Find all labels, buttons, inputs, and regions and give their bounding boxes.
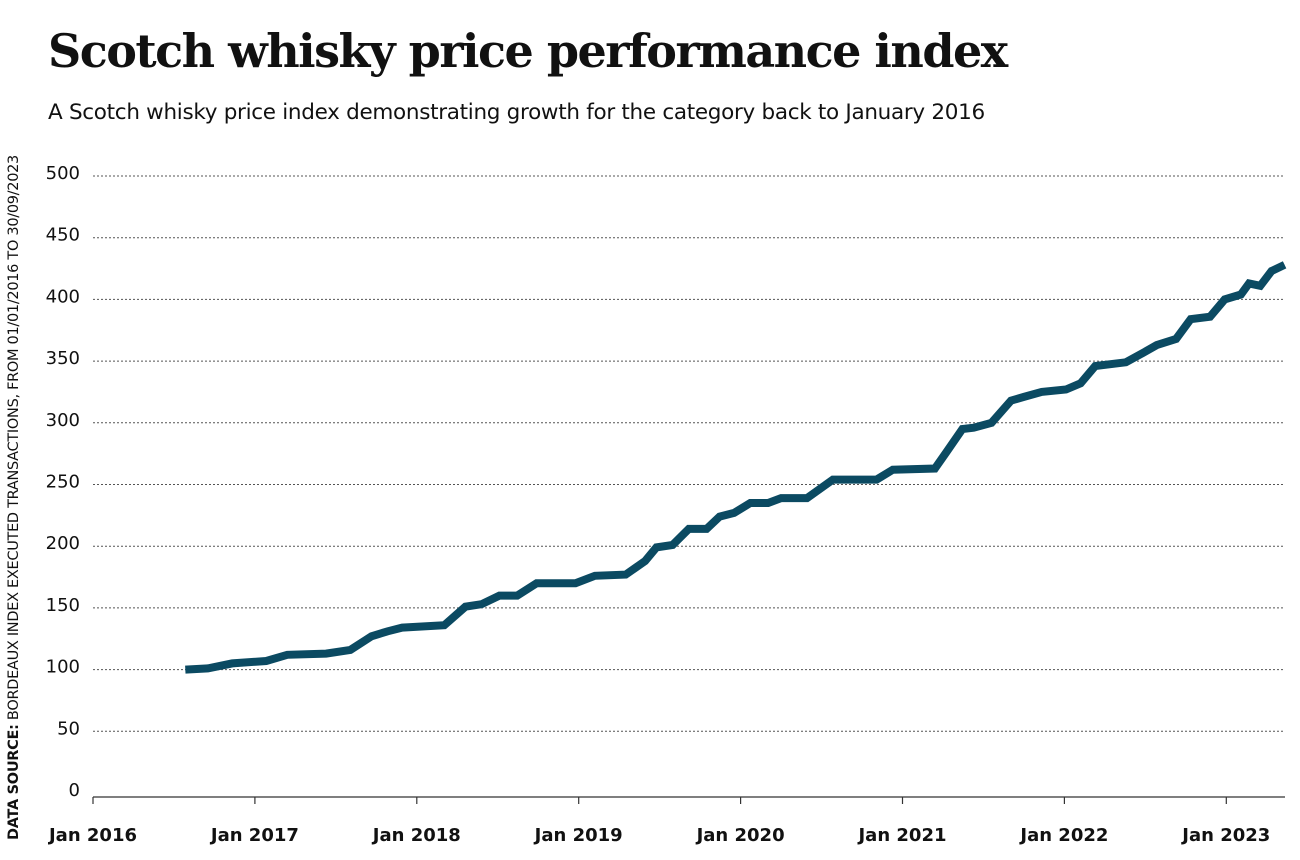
y-tick-label: 450 bbox=[46, 225, 80, 246]
x-tick-label: Jan 2019 bbox=[533, 825, 623, 846]
x-tick-label: Jan 2018 bbox=[371, 825, 461, 846]
y-tick-label: 300 bbox=[46, 410, 80, 431]
x-tick-label: Jan 2017 bbox=[209, 825, 299, 846]
y-tick-label: 500 bbox=[46, 163, 80, 184]
y-tick-label: 250 bbox=[46, 472, 80, 493]
y-tick-label: 400 bbox=[46, 286, 80, 307]
chart-subtitle: A Scotch whisky price index demonstratin… bbox=[48, 100, 985, 125]
y-tick-label: 200 bbox=[46, 533, 80, 554]
x-tick-label: Jan 2022 bbox=[1018, 825, 1108, 846]
y-tick-label: 0 bbox=[69, 780, 80, 801]
x-tick-label: Jan 2023 bbox=[1180, 825, 1270, 846]
chart-title: Scotch whisky price performance index bbox=[48, 24, 1008, 78]
series-line-whisky-index bbox=[185, 261, 1287, 674]
x-tick-label: Jan 2016 bbox=[47, 825, 137, 846]
y-tick-label: 50 bbox=[57, 718, 80, 739]
y-tick-label: 350 bbox=[46, 348, 80, 369]
y-tick-label: 100 bbox=[46, 657, 80, 678]
x-tick-label: Jan 2021 bbox=[856, 825, 946, 846]
y-tick-label: 150 bbox=[46, 595, 80, 616]
x-tick-label: Jan 2020 bbox=[695, 825, 785, 846]
